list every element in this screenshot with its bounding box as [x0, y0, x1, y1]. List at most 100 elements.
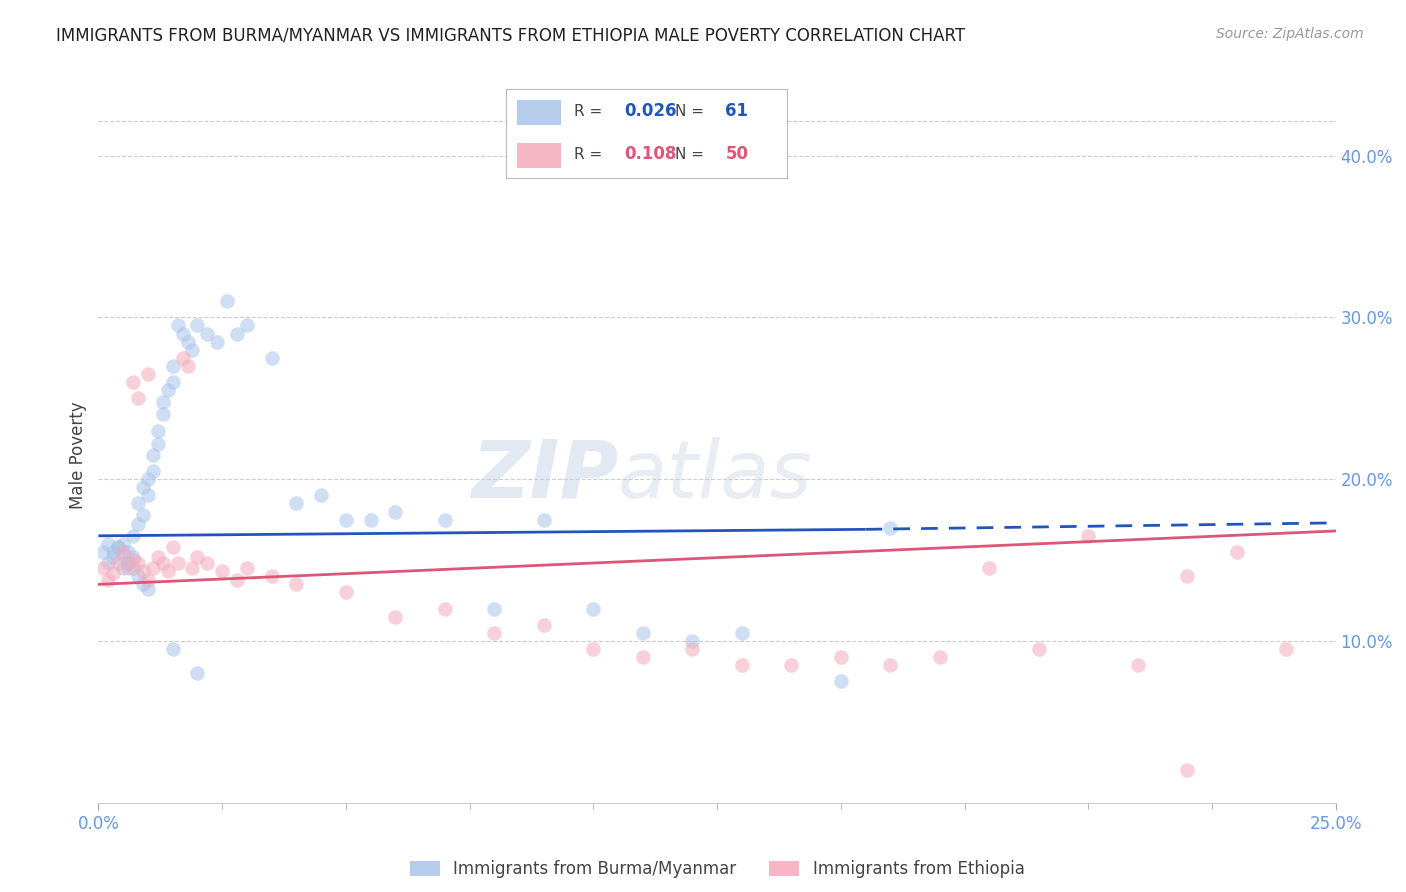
Point: [681, 642, 703, 657]
Text: 0.108: 0.108: [624, 145, 676, 163]
Point: [879, 658, 901, 673]
Point: [195, 557, 218, 571]
Point: [117, 557, 139, 571]
Point: [731, 658, 754, 673]
Point: [162, 642, 184, 657]
Point: [285, 496, 308, 510]
Point: [107, 557, 129, 571]
Point: [152, 394, 174, 409]
Point: [107, 540, 129, 554]
Point: [533, 513, 555, 527]
Point: [582, 642, 605, 657]
Point: [879, 521, 901, 535]
Point: [176, 334, 198, 349]
Point: [186, 666, 208, 681]
Y-axis label: Male Poverty: Male Poverty: [69, 401, 87, 508]
Point: [162, 375, 184, 389]
Point: [285, 577, 308, 591]
Point: [127, 557, 149, 571]
Point: [335, 585, 357, 599]
Point: [217, 294, 239, 309]
Point: [146, 549, 169, 564]
Point: [136, 472, 159, 486]
Point: [122, 375, 145, 389]
Point: [156, 565, 179, 579]
Point: [156, 383, 179, 397]
Point: [142, 561, 165, 575]
Text: Source: ZipAtlas.com: Source: ZipAtlas.com: [1216, 27, 1364, 41]
Point: [681, 634, 703, 648]
Point: [127, 496, 149, 510]
Point: [107, 540, 129, 554]
Point: [433, 513, 456, 527]
Point: [1077, 529, 1099, 543]
Point: [142, 448, 165, 462]
Point: [260, 569, 283, 583]
Point: [127, 517, 149, 532]
Text: N =: N =: [675, 147, 704, 161]
Point: [1226, 545, 1249, 559]
Point: [226, 326, 249, 341]
Text: atlas: atlas: [619, 437, 813, 515]
Point: [1175, 569, 1198, 583]
Point: [122, 553, 145, 567]
Point: [1175, 764, 1198, 778]
Point: [122, 549, 145, 564]
Point: [127, 392, 149, 406]
Point: [433, 601, 456, 615]
Point: [335, 513, 357, 527]
FancyBboxPatch shape: [517, 143, 561, 168]
Point: [136, 582, 159, 597]
Point: [117, 545, 139, 559]
Point: [780, 658, 803, 673]
Point: [136, 488, 159, 502]
Point: [172, 326, 194, 341]
Point: [146, 424, 169, 438]
Point: [830, 650, 852, 665]
Point: [360, 513, 382, 527]
Point: [132, 565, 155, 579]
Point: [122, 529, 145, 543]
Point: [236, 318, 259, 333]
Point: [1126, 658, 1149, 673]
Point: [236, 561, 259, 575]
Text: R =: R =: [574, 147, 602, 161]
Point: [112, 545, 135, 559]
Point: [181, 343, 204, 357]
Point: [384, 504, 406, 518]
Point: [731, 626, 754, 640]
Point: [582, 601, 605, 615]
Point: [533, 617, 555, 632]
Point: [132, 480, 155, 494]
Point: [631, 650, 654, 665]
Point: [103, 549, 125, 564]
Text: IMMIGRANTS FROM BURMA/MYANMAR VS IMMIGRANTS FROM ETHIOPIA MALE POVERTY CORRELATI: IMMIGRANTS FROM BURMA/MYANMAR VS IMMIGRA…: [56, 27, 966, 45]
Point: [205, 334, 228, 349]
Point: [1028, 642, 1050, 657]
Point: [166, 318, 188, 333]
Point: [181, 561, 204, 575]
Point: [112, 561, 135, 575]
Text: ZIP: ZIP: [471, 437, 619, 515]
Point: [132, 508, 155, 522]
Point: [186, 318, 208, 333]
Point: [484, 601, 506, 615]
Point: [928, 650, 950, 665]
Point: [162, 540, 184, 554]
Point: [122, 561, 145, 575]
Point: [136, 367, 159, 381]
Point: [172, 351, 194, 365]
Point: [195, 326, 218, 341]
Text: 0.026: 0.026: [624, 103, 676, 120]
Text: N =: N =: [675, 104, 704, 119]
Point: [979, 561, 1001, 575]
Text: 61: 61: [725, 103, 748, 120]
Point: [112, 548, 135, 562]
Point: [166, 557, 188, 571]
Point: [117, 561, 139, 575]
Point: [136, 573, 159, 587]
Point: [103, 566, 125, 580]
Point: [97, 557, 120, 571]
Point: [176, 359, 198, 373]
Point: [132, 577, 155, 591]
